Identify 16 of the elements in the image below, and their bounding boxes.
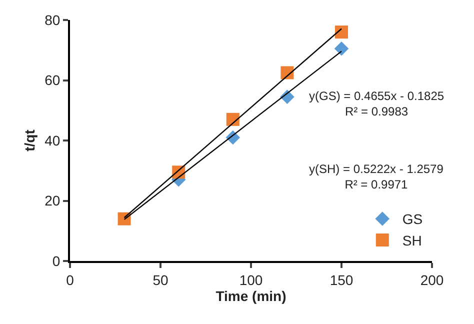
x-axis-title: Time (min) xyxy=(216,288,286,304)
x-tick-label: 200 xyxy=(420,272,444,288)
x-tick-label: 100 xyxy=(239,272,263,288)
y-tick-label: 0 xyxy=(52,252,60,269)
x-tick-label: 0 xyxy=(66,272,74,288)
annotation: y(SH) = 0.5222x - 1.2579 R² = 0.9971 xyxy=(309,162,444,192)
x-tick-label: 150 xyxy=(330,272,354,288)
legend-label: GS xyxy=(402,211,423,228)
y-axis-title: t/qt xyxy=(22,129,38,152)
y-tick-label: 80 xyxy=(44,12,60,28)
y-tick-label: 60 xyxy=(44,72,60,88)
x-tick-label: 50 xyxy=(152,272,168,288)
y-tick-label: 20 xyxy=(44,192,60,209)
legend-label: SH xyxy=(402,232,422,248)
annotation: y(GS) = 0.4655x - 0.1825 R² = 0.9983 xyxy=(309,89,444,119)
y-tick-label: 40 xyxy=(44,132,60,148)
